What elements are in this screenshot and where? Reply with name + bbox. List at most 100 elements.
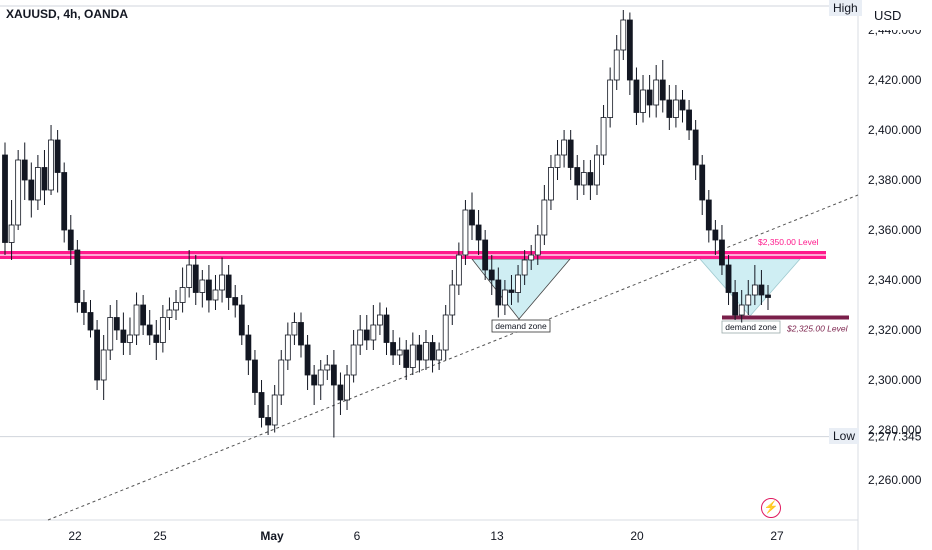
bearish-candle [238, 304, 245, 336]
bearish-candle [304, 344, 311, 376]
bearish-candle [725, 264, 732, 293]
bearish-candle [21, 159, 28, 181]
y-tick-label: 2,420.000 [868, 73, 922, 87]
bearish-candle [54, 139, 61, 173]
x-tick-label: 20 [630, 529, 644, 543]
bearish-candle [416, 344, 423, 361]
bullish-candle [166, 309, 173, 318]
support-level-bar [722, 315, 849, 320]
bearish-candle [699, 164, 706, 201]
bullish-candle [179, 287, 186, 303]
bullish-candle [219, 274, 225, 291]
bearish-candle [482, 239, 489, 271]
demand-zone-label-box [721, 320, 781, 334]
bullish-candle [640, 89, 646, 113]
bearish-candle [574, 167, 581, 186]
x-tick-label: 22 [68, 529, 82, 543]
bullish-candle [107, 317, 114, 351]
bearish-candle [732, 292, 739, 316]
bullish-candle [501, 289, 508, 306]
bearish-candle [298, 322, 304, 346]
bullish-candle [580, 172, 587, 186]
bearish-candle [712, 229, 719, 241]
bullish-candle [534, 234, 541, 256]
bullish-candle [462, 209, 469, 256]
y-tick-label: 2,300.000 [868, 373, 922, 387]
bullish-candle [554, 154, 561, 168]
bullish-candle [271, 394, 278, 426]
demand-zone-label: demand zone [725, 322, 777, 332]
bullish-candle [515, 274, 521, 293]
bearish-candle [719, 239, 725, 266]
bearish-candle [28, 179, 35, 201]
resistance-level-label: $2,350.00 Level [758, 237, 819, 247]
bearish-candle [686, 109, 692, 131]
bearish-candle [87, 312, 94, 331]
x-tick-label: 27 [770, 529, 784, 543]
bearish-candle [252, 359, 258, 393]
bullish-candle [370, 324, 377, 341]
currency-selector[interactable]: USD [862, 2, 928, 30]
bearish-candle [765, 294, 771, 298]
bearish-candle [225, 274, 232, 298]
bullish-candle [561, 139, 567, 156]
bearish-candle [311, 374, 318, 386]
lightning-icon[interactable]: ⚡ [761, 498, 781, 518]
bullish-candle [291, 322, 298, 336]
bearish-candle [206, 279, 212, 301]
bearish-candle [140, 304, 147, 326]
bearish-candle [666, 99, 673, 118]
x-tick-label: May [260, 529, 284, 543]
support-level-label: $2,325.00 Level [786, 324, 849, 334]
bearish-candle [61, 172, 68, 231]
bullish-candle [600, 117, 607, 156]
bullish-candle [173, 302, 179, 311]
bearish-candle [646, 89, 653, 106]
bullish-candle [186, 264, 193, 288]
bearish-candle [337, 384, 344, 401]
bullish-candle [199, 279, 206, 293]
bullish-candle [423, 342, 429, 361]
y-tick-label: 2,380.000 [868, 173, 922, 187]
symbol-title[interactable]: XAUUSD, 4h, OANDA [6, 7, 129, 21]
bullish-candle [738, 304, 745, 316]
candles-group [2, 10, 771, 438]
bearish-candle [146, 324, 153, 336]
bearish-candle [495, 279, 502, 306]
bullish-candle [594, 154, 600, 186]
bullish-candle [751, 284, 758, 296]
x-tick-label: 25 [153, 529, 167, 543]
bullish-candle [100, 349, 107, 381]
bullish-candle [436, 349, 443, 361]
demand-zone-label: demand zone [495, 321, 547, 331]
bullish-candle [133, 304, 140, 336]
bullish-candle [357, 329, 364, 346]
bullish-candle [284, 334, 291, 361]
bearish-candle [633, 79, 640, 113]
bearish-candle [153, 334, 160, 343]
bullish-candle [350, 344, 357, 376]
bullish-candle [278, 359, 285, 396]
bullish-candle [528, 254, 535, 261]
bullish-candle [396, 349, 403, 356]
bearish-candle [2, 154, 8, 243]
bearish-candle [245, 334, 252, 361]
bearish-candle [567, 139, 574, 168]
bullish-candle [548, 167, 554, 201]
bearish-candle [488, 269, 495, 281]
low-price-mark: 2,277.345 [868, 430, 922, 444]
bullish-candle [48, 139, 54, 191]
bearish-candle [41, 167, 48, 191]
y-tick-label: 2,260.000 [868, 473, 922, 487]
demand-zone-label-box [491, 319, 551, 333]
y-tick-label: 2,400.000 [868, 123, 922, 137]
bearish-candle [705, 199, 712, 231]
bearish-candle [232, 297, 239, 306]
bearish-candle [679, 99, 686, 111]
bullish-candle [620, 19, 627, 51]
bearish-candle [74, 249, 81, 303]
low-label: Low [829, 428, 860, 444]
bullish-candle [607, 79, 614, 118]
bullish-candle [673, 99, 679, 118]
